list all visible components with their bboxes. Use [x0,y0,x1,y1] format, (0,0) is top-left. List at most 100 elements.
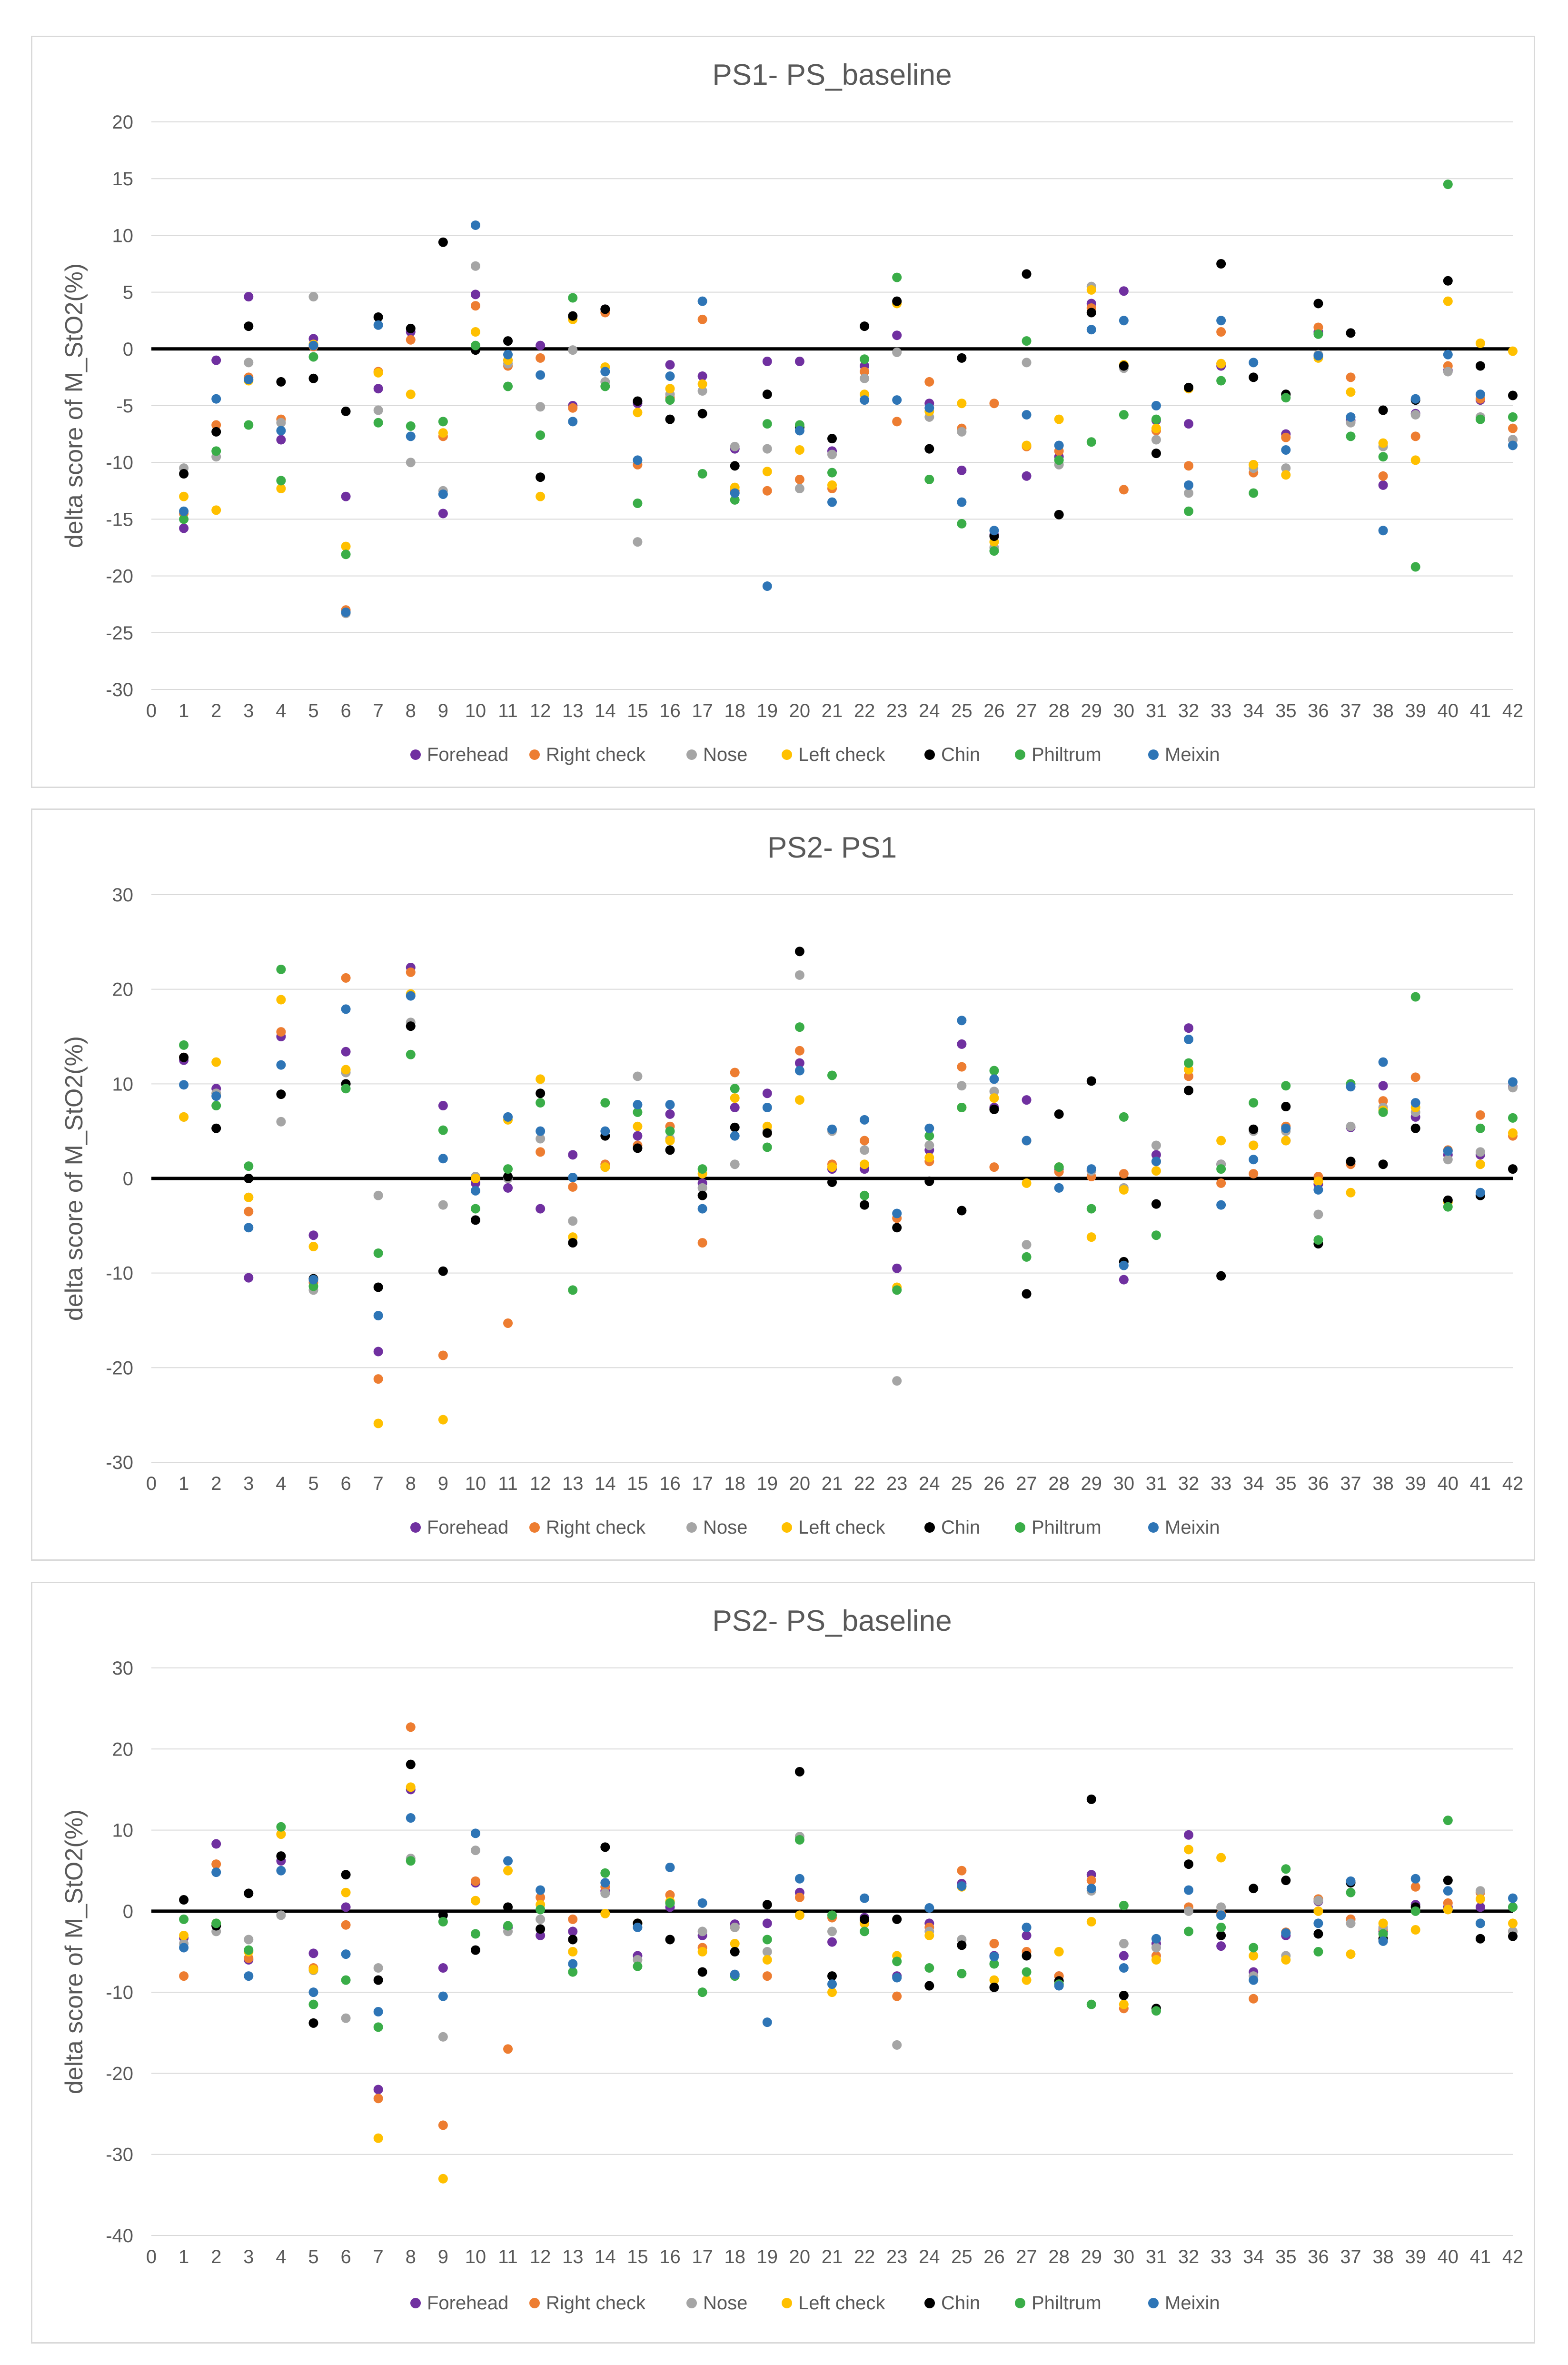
scatter-chart-ps1-baseline: PS1- PS_baseline20151050-5-10-15-20-25-3… [60,59,1523,765]
point-meixin [179,1080,189,1090]
point-chin [1443,1195,1453,1205]
x-tick-label: 16 [659,1473,681,1494]
point-left-check [470,1896,480,1906]
point-nose [470,1846,480,1856]
point-right-check [341,1920,351,1930]
point-right-check [794,1892,804,1902]
point-right-check [860,367,870,377]
point-forehead [503,1183,513,1193]
point-meixin [179,1943,189,1953]
point-philtrum [244,1161,254,1171]
point-philtrum [762,1935,772,1945]
point-chin [697,409,707,419]
point-left-check [1249,1140,1259,1150]
x-tick-label: 28 [1048,700,1070,721]
point-left-check [179,1112,189,1122]
point-chin [1184,1086,1194,1096]
point-left-check [276,995,286,1005]
point-meixin [600,1126,610,1136]
point-right-check [892,1991,902,2001]
point-meixin [1443,349,1453,359]
point-nose [373,405,383,415]
point-philtrum [438,417,448,427]
point-nose [860,1145,870,1155]
point-left-check [373,368,383,378]
point-left-check [827,480,837,490]
point-nose [276,418,286,428]
point-meixin [568,1173,578,1183]
point-left-check [730,1938,740,1948]
point-forehead [373,1347,383,1357]
point-nose [860,373,870,383]
point-meixin [276,1060,286,1070]
x-tick-label: 11 [498,700,518,721]
point-philtrum [179,1040,189,1050]
point-philtrum [536,1098,546,1108]
point-philtrum [860,354,870,364]
point-meixin [1443,1146,1453,1156]
point-left-check [1508,1128,1518,1138]
y-axis-label: delta score of M_StO2(%) [60,1036,88,1321]
point-philtrum [827,468,837,478]
point-philtrum [1184,1926,1194,1936]
point-chin [633,1143,643,1153]
point-philtrum [1054,455,1064,465]
point-meixin [633,455,643,465]
chart-title: PS2- PS1 [767,831,897,864]
x-tick-label: 18 [724,1473,745,1494]
point-philtrum [1249,1943,1259,1953]
point-forehead [794,1058,804,1068]
point-meixin [1475,389,1485,399]
point-philtrum [665,1126,675,1136]
point-philtrum [1410,1906,1420,1916]
point-meixin [536,1126,546,1136]
point-chin [1249,1124,1259,1134]
point-left-check [1216,1853,1226,1863]
x-tick-label: 9 [438,2246,448,2267]
x-tick-label: 4 [276,700,286,721]
x-tick-label: 19 [757,700,778,721]
x-tick-label: 27 [1016,700,1037,721]
point-chin [308,2018,318,2028]
x-tick-label: 5 [308,2246,318,2267]
point-left-check [1151,1955,1161,1965]
point-left-check [211,1057,221,1067]
legend-label-right-check: Right check [546,2293,646,2314]
point-chin [957,353,967,363]
x-tick-label: 9 [438,700,448,721]
y-tick-label: 0 [123,339,133,360]
legend-marker-meixin [1148,2298,1159,2308]
point-nose [470,261,480,271]
point-chin [697,1967,707,1977]
y-tick-label: 10 [112,225,134,246]
point-left-check [1346,387,1356,397]
x-tick-label: 34 [1243,700,1264,721]
point-chin [470,1945,480,1955]
point-philtrum [406,1049,416,1059]
point-meixin [1119,1260,1129,1270]
x-tick-label: 5 [308,1473,318,1494]
y-tick-label: -30 [106,2145,133,2165]
x-tick-label: 12 [530,1473,551,1494]
point-right-check [1216,327,1226,337]
legend-label-right-check: Right check [546,744,646,765]
point-chin [276,1089,286,1099]
point-chin [665,414,675,424]
point-chin [924,444,934,454]
point-philtrum [827,1070,837,1080]
x-tick-label: 27 [1016,2246,1037,2267]
point-nose [1475,1886,1485,1896]
point-forehead [794,357,804,367]
y-tick-label: 5 [123,282,133,303]
point-chin [1151,449,1161,459]
point-nose [633,537,643,547]
point-philtrum [179,1914,189,1924]
point-meixin [1378,1057,1388,1067]
y-tick-label: 15 [112,169,134,190]
point-chin [600,1842,610,1852]
point-forehead [762,1088,772,1098]
point-philtrum [665,395,675,405]
point-right-check [1410,1882,1420,1892]
point-meixin [341,607,351,617]
point-forehead [1378,480,1388,490]
